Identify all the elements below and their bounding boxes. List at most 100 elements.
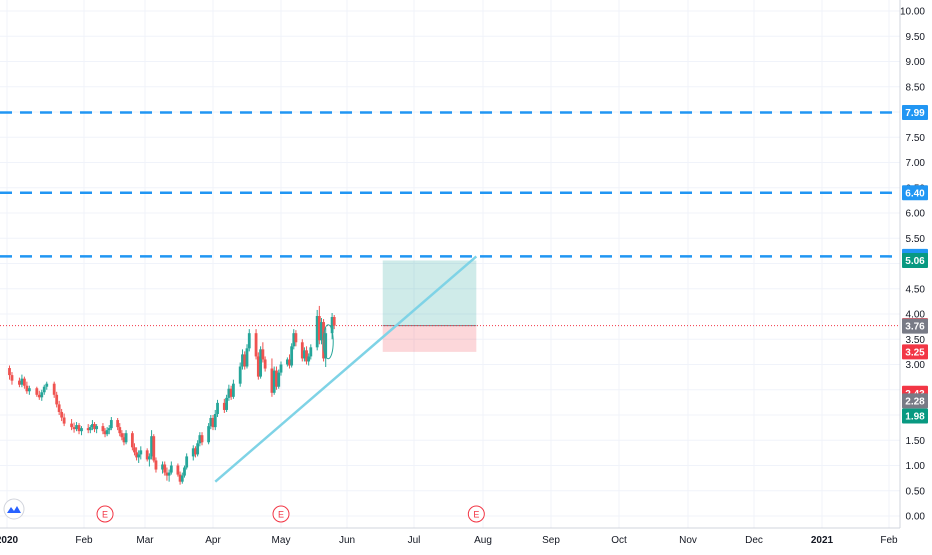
candle-body [103, 431, 107, 435]
time-tick-label: 2020 [0, 535, 19, 546]
candle-body [213, 413, 217, 428]
trendline-segment[interactable] [214, 255, 478, 483]
candle-body [152, 436, 156, 461]
candle-body [288, 359, 291, 366]
candle-body [22, 378, 26, 386]
candle-body [75, 425, 78, 430]
candle-body [261, 349, 265, 360]
candle-body [290, 346, 294, 366]
candle-body [196, 443, 200, 455]
candle-body [133, 447, 136, 453]
time-tick-label: Oct [611, 535, 627, 546]
time-tick-label: Jul [408, 535, 421, 546]
price-badge: 1.98 [905, 412, 925, 423]
candle-body [93, 424, 96, 430]
candle-body [211, 418, 215, 428]
profit-zone[interactable] [382, 260, 477, 326]
price-tick-label: 1.00 [906, 461, 926, 472]
price-badge-bg [902, 393, 928, 409]
candle-body [229, 388, 233, 397]
level-badge-bg [902, 105, 928, 121]
time-tick-label: Sep [542, 535, 560, 546]
candle-body [27, 388, 31, 392]
position-tool[interactable] [382, 260, 477, 352]
earnings-marker-label: E [102, 510, 108, 520]
candle-body [147, 456, 151, 460]
candle-body [107, 428, 111, 431]
horizontal-levels[interactable] [0, 111, 900, 327]
price-tick-label: 8.50 [906, 82, 926, 93]
candle-body [305, 350, 308, 362]
candle-body [154, 460, 158, 470]
earnings-marker-label: E [473, 510, 479, 520]
candle-body [191, 448, 195, 457]
time-tick-label: Nov [679, 535, 697, 546]
trendline[interactable] [214, 255, 478, 483]
candle-body [285, 359, 289, 365]
candle-body [163, 464, 167, 473]
level-badge: 7.99 [905, 108, 925, 119]
level-badge-bg [902, 185, 928, 201]
candle-body [200, 435, 204, 443]
price-tick-label: 4.00 [906, 310, 926, 321]
candle-body [225, 397, 228, 410]
time-tick-label: Feb [880, 535, 898, 546]
candle-body [40, 392, 44, 398]
candle-body [275, 370, 278, 387]
price-tick-label: 4.50 [906, 284, 926, 295]
candle-body [150, 436, 153, 457]
candle-body [88, 427, 92, 431]
candle-body [279, 364, 283, 373]
price-tick-label: 9.50 [906, 32, 926, 43]
candlestick-series [8, 305, 336, 485]
candle-body [332, 317, 336, 326]
price-tick-label: 6.00 [906, 209, 926, 220]
candle-body [62, 417, 66, 424]
candle-body [80, 428, 83, 432]
candle-body [57, 404, 61, 412]
candle-body [263, 359, 267, 369]
candle-body [238, 366, 242, 384]
price-badges: 7.996.405.145.063.773.763.252.432.281.98 [902, 105, 928, 424]
stop-zone[interactable] [382, 325, 477, 352]
candle-body [105, 430, 109, 435]
candle-body [259, 349, 262, 377]
candle-body [8, 368, 11, 376]
price-tick-label: 1.50 [906, 436, 926, 447]
candle-body [183, 467, 186, 476]
time-axis[interactable]: 2020 Feb Mar Apr May Jun Jul Aug Sep Oct Nov Dec 202… [0, 535, 898, 546]
earnings-marker[interactable] [467, 505, 485, 523]
price-tick-label: 10.00 [900, 7, 925, 18]
time-tick-label: May [272, 535, 291, 546]
price-tick-label: 3.00 [906, 360, 926, 371]
candle-body [324, 333, 328, 359]
price-badge: 3.76 [905, 322, 925, 333]
candle-body [178, 474, 182, 482]
candle-body [70, 423, 73, 428]
price-tick-label: 7.00 [906, 158, 926, 169]
candle-body [254, 333, 258, 357]
candle-body [309, 347, 313, 357]
time-tick-label: Apr [205, 535, 221, 546]
candle-body [35, 388, 39, 395]
price-tick-label: 0.00 [906, 512, 926, 523]
candle-body [216, 402, 219, 414]
earnings-marker[interactable] [96, 505, 114, 523]
candle-body [25, 385, 29, 392]
candle-body [247, 333, 251, 349]
candle-body [243, 354, 247, 367]
earnings-marker[interactable] [272, 505, 290, 523]
price-tick-label: 9.00 [906, 57, 926, 68]
price-badge-bg [902, 344, 928, 360]
time-tick-label: Mar [136, 535, 154, 546]
candle-body [77, 425, 81, 432]
candle-body [222, 402, 226, 410]
candle-body [10, 375, 14, 381]
time-tick-label: Dec [745, 535, 763, 546]
candle-body [198, 435, 202, 444]
tradingview-logo[interactable] [3, 498, 25, 520]
time-tick-label: Aug [474, 535, 492, 546]
